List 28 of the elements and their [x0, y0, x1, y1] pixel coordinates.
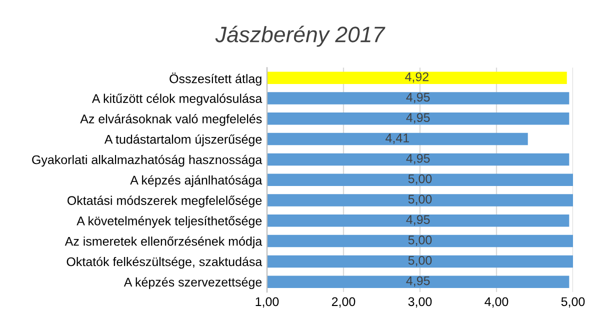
y-tick-label: Az ismeretek ellenőrzésének módja	[64, 236, 262, 248]
chart-title: Jászberény 2017	[215, 26, 386, 47]
y-tick-label: Oktatók felkészültsége, szaktudása	[66, 256, 262, 269]
data-label: 4,92	[405, 72, 428, 83]
data-label: 5,00	[408, 256, 432, 266]
x-tick-label: 5,00	[561, 297, 585, 308]
y-tick-label: A tudástartalom újszerűsége	[104, 134, 262, 146]
x-tick-label: 3,00	[408, 297, 432, 308]
y-tick-label: Oktatási módszerek megfelelősége	[68, 196, 262, 208]
data-label: 4,41	[386, 134, 409, 144]
data-label: 5,00	[408, 236, 432, 246]
y-tick-label: A követelmények teljesíthetősége	[76, 216, 262, 228]
data-label: 4,95	[406, 92, 430, 104]
data-label: 4,95	[406, 276, 430, 287]
x-tick-label: 2,00	[332, 297, 356, 308]
x-tick-label: 1,00	[256, 297, 279, 308]
y-tick-label: A képzés ajánlhatósága	[130, 175, 262, 188]
y-tick-label: Gyakorlati alkalmazhatóság hasznossága	[32, 154, 262, 167]
data-label: 4,95	[406, 215, 430, 226]
data-label: 5,00	[408, 194, 432, 206]
y-tick-label: Az elvárásoknak való megfelelés	[80, 114, 262, 126]
y-tick-label: A képzés szervezettsége	[124, 277, 262, 290]
x-tick-label: 4,00	[484, 297, 508, 308]
data-label: 5,00	[408, 174, 432, 185]
y-tick-label: Összesített átlag	[170, 72, 262, 86]
data-label: 4,95	[406, 113, 430, 124]
data-label: 4,95	[406, 154, 430, 164]
y-tick-label: A kitűzött célok megvalósulása	[92, 94, 262, 106]
